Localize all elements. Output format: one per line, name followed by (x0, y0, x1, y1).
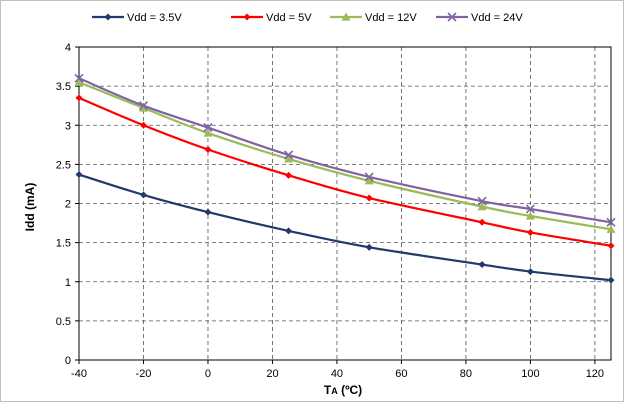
y-tick-label: 1.5 (56, 238, 71, 250)
data-point (285, 171, 293, 179)
legend-item-1: Vdd = 3.5V (92, 12, 182, 24)
series-line (78, 81, 612, 231)
data-point (139, 191, 147, 199)
y-tick-label: 2 (65, 199, 71, 211)
data-point (138, 103, 148, 112)
x-axis-title: TA (ºC) (324, 383, 362, 397)
data-point (364, 172, 374, 182)
legend-label: Vdd = 12V (365, 12, 417, 24)
y-tick-label: 0 (65, 355, 71, 367)
legend-label: Vdd = 5V (266, 12, 312, 24)
x-tick-label: 20 (266, 368, 278, 380)
data-point (204, 146, 212, 154)
legend-swatch-marker (341, 12, 351, 21)
x-axis-title-rest: (ºC) (338, 383, 362, 397)
data-point (74, 73, 84, 83)
data-point (75, 94, 83, 102)
data-point (74, 77, 84, 86)
data-point (203, 123, 213, 133)
x-tick-label: -20 (136, 368, 152, 380)
data-point (606, 217, 616, 227)
data-point (138, 101, 149, 111)
data-point (285, 227, 293, 235)
data-point (607, 242, 615, 250)
y-tick-label: 4 (65, 42, 71, 54)
x-tick-label: 100 (521, 368, 539, 380)
data-point (203, 128, 213, 137)
x-axis-title-sub: A (331, 386, 338, 396)
legend-swatch-marker (243, 13, 251, 21)
series-3 (74, 77, 616, 233)
data-point (75, 171, 83, 179)
x-tick-label: 0 (205, 368, 211, 380)
y-tick-label: 1 (65, 277, 71, 289)
legend-item-2: Vdd = 5V (231, 12, 312, 24)
data-point (606, 224, 616, 233)
series-lines (74, 73, 616, 284)
series-line (78, 96, 612, 247)
legend-item-4: Vdd = 24V (436, 12, 523, 24)
data-point (204, 208, 212, 216)
data-point (478, 261, 486, 269)
x-tick-label: 40 (331, 368, 343, 380)
y-axis-title: Idd (mA) (23, 183, 37, 232)
x-tick-label: -40 (71, 368, 87, 380)
x-tick-label: 80 (460, 368, 472, 380)
series-1 (75, 171, 615, 284)
legend: Vdd = 3.5V Vdd = 5V Vdd = 12V Vdd = 24V (92, 12, 523, 24)
data-point (477, 196, 487, 206)
x-tick-label: 60 (395, 368, 407, 380)
data-point (478, 218, 486, 226)
data-point (477, 202, 487, 211)
series-line (78, 77, 612, 224)
legend-label: Vdd = 24V (471, 12, 523, 24)
x-tick-label: 120 (586, 368, 604, 380)
legend-item-3: Vdd = 12V (330, 12, 417, 24)
x-axis-title-main: T (324, 383, 332, 397)
series-4 (74, 73, 616, 227)
data-point (525, 211, 535, 220)
data-point (607, 276, 615, 284)
data-point (139, 121, 147, 129)
data-point (365, 194, 373, 202)
legend-swatch-marker (447, 12, 457, 22)
data-point (284, 154, 294, 163)
data-point (525, 204, 535, 214)
y-tick-label: 3 (65, 120, 71, 132)
legend-swatch-marker (104, 13, 112, 21)
y-tick-label: 2.5 (56, 159, 71, 171)
data-point (284, 150, 294, 160)
y-tick-label: 0.5 (56, 316, 71, 328)
series-2 (75, 94, 615, 250)
series-line (78, 173, 612, 282)
grid (79, 47, 611, 360)
axis-ticks: 0 0.5 1 1.5 2 2.5 3 3.5 4 -40 -20 0 20 40 60 80 100 120 (56, 42, 604, 380)
data-point (364, 176, 374, 185)
data-point (365, 243, 373, 251)
y-tick-label: 3.5 (56, 81, 71, 93)
data-point (526, 228, 534, 236)
legend-label: Vdd = 3.5V (127, 12, 182, 24)
data-point (526, 268, 534, 276)
